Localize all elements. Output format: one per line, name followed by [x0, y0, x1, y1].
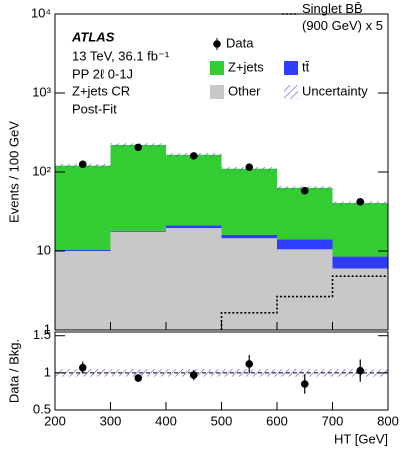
hist-segment [332, 203, 388, 257]
y-tick-label: 10 [37, 242, 51, 257]
ratio-band [110, 369, 166, 377]
hist-segment [221, 168, 277, 235]
legend-label: Singlet BB̄ (900 GeV) x 5 [302, 1, 383, 33]
hist-segment [110, 231, 166, 330]
x-tick-label: 200 [44, 413, 66, 428]
ratio-point [245, 360, 254, 368]
annotation: 13 TeV, 36.1 fb⁻¹ [72, 48, 170, 63]
hist-segment [166, 225, 222, 229]
legend-swatch [284, 85, 298, 99]
legend-label: Data [226, 35, 254, 50]
y-tick-label: 1 [44, 321, 51, 336]
data-point [78, 160, 87, 169]
ratio-point [78, 363, 87, 372]
legend-label: Z+jets [228, 59, 264, 74]
x-tick-label: 700 [322, 413, 344, 428]
ratio-point [189, 371, 198, 379]
data-point [300, 186, 309, 195]
hist-segment [166, 154, 222, 226]
hist-segment [277, 187, 333, 240]
hist-segment [55, 165, 111, 250]
legend-swatch [210, 61, 224, 75]
data-point [134, 143, 143, 152]
data-point [189, 152, 198, 160]
hist-segment [110, 144, 166, 231]
y-tick-label: 10³ [32, 84, 51, 99]
x-axis-label: HT [GeV] [334, 431, 388, 446]
y-axis-label: Events / 100 GeV [6, 121, 21, 223]
x-tick-label: 500 [211, 413, 233, 428]
y-tick-label: 1.5 [33, 327, 51, 342]
hist-segment [110, 230, 166, 232]
hist-segment [332, 256, 388, 269]
annotation: Z+jets CR [72, 83, 130, 98]
hist-segment [221, 238, 277, 330]
y-axis-label: Data / Bkg. [6, 339, 21, 403]
legend-label: Uncertainty [302, 83, 368, 98]
hist-segment [166, 228, 222, 330]
legend-swatch [284, 61, 298, 75]
ratio-point [356, 366, 365, 375]
annotation: ATLAS [71, 29, 115, 44]
signal-line [220, 275, 388, 330]
ratio-band [277, 369, 333, 377]
x-tick-label: 800 [377, 413, 399, 428]
annotation: Post-Fit [72, 101, 117, 116]
hist-segment [277, 239, 333, 250]
x-tick-label: 300 [100, 413, 122, 428]
y-tick-label: 0.5 [33, 401, 51, 416]
ratio-point [134, 374, 143, 382]
x-tick-label: 400 [155, 413, 177, 428]
y-tick-label: 10⁴ [31, 5, 51, 20]
hist-segment [221, 234, 277, 239]
x-tick-label: 600 [266, 413, 288, 428]
y-tick-label: 1 [44, 364, 51, 379]
hist-segment [55, 251, 111, 330]
y-tick-label: 10² [32, 163, 51, 178]
legend-swatch [210, 85, 224, 99]
annotation: PP 2ℓ 0-1J [72, 66, 133, 81]
hist-segment [277, 249, 333, 330]
data-point [356, 197, 365, 206]
hist-segment [332, 268, 388, 330]
legend-label: tt̄ [302, 59, 310, 74]
data-point [245, 163, 254, 172]
ratio-point [300, 380, 309, 388]
legend-label: Other [228, 83, 261, 98]
hist-segment [55, 249, 111, 251]
